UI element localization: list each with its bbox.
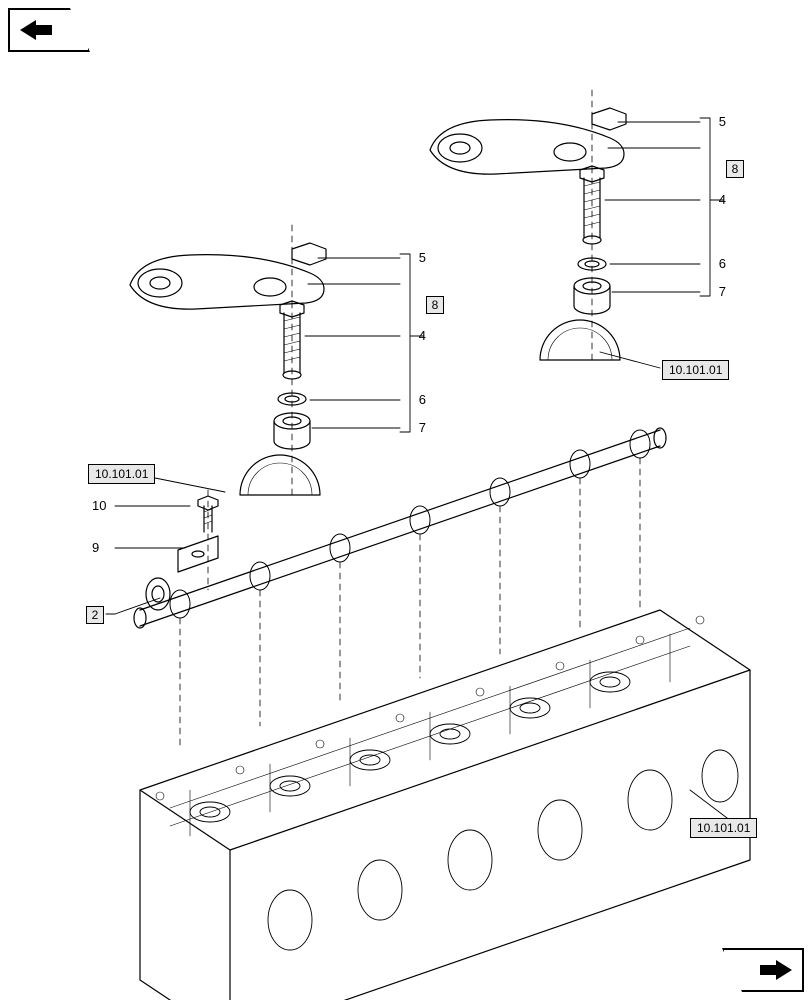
callout-6: 6 (406, 392, 426, 407)
callout-7: 7 (406, 420, 426, 435)
rocker-arm-left (130, 225, 326, 495)
callout-5: 5 (406, 250, 426, 265)
arrow-left-icon (10, 10, 88, 50)
arrow-right-icon (724, 950, 802, 990)
callout-2-box: 2 (86, 606, 104, 624)
callout-7: 7 (706, 284, 726, 299)
callout-8-box: 8 (726, 160, 744, 178)
rocker-shaft (134, 428, 666, 750)
callout-4: 4 (406, 328, 426, 343)
diagram-page: 5 4 6 7 8 5 4 6 7 8 10 9 2 10.101.01 10.… (0, 0, 812, 1000)
ref-label: 10.101.01 (690, 818, 757, 838)
callout-9: 9 (92, 540, 112, 555)
ref-label: 10.101.01 (662, 360, 729, 380)
page-tab-next[interactable] (722, 948, 804, 992)
cylinder-head (140, 610, 750, 1000)
rocker-arm-right (430, 90, 626, 360)
page-tab-prev[interactable] (8, 8, 90, 52)
callout-5: 5 (706, 114, 726, 129)
callout-10: 10 (92, 498, 112, 513)
callout-8-box: 8 (426, 296, 444, 314)
callout-6: 6 (706, 256, 726, 271)
ref-label: 10.101.01 (88, 464, 155, 484)
callout-4: 4 (706, 192, 726, 207)
shaft-support (146, 490, 218, 610)
exploded-view-art (0, 0, 812, 1000)
